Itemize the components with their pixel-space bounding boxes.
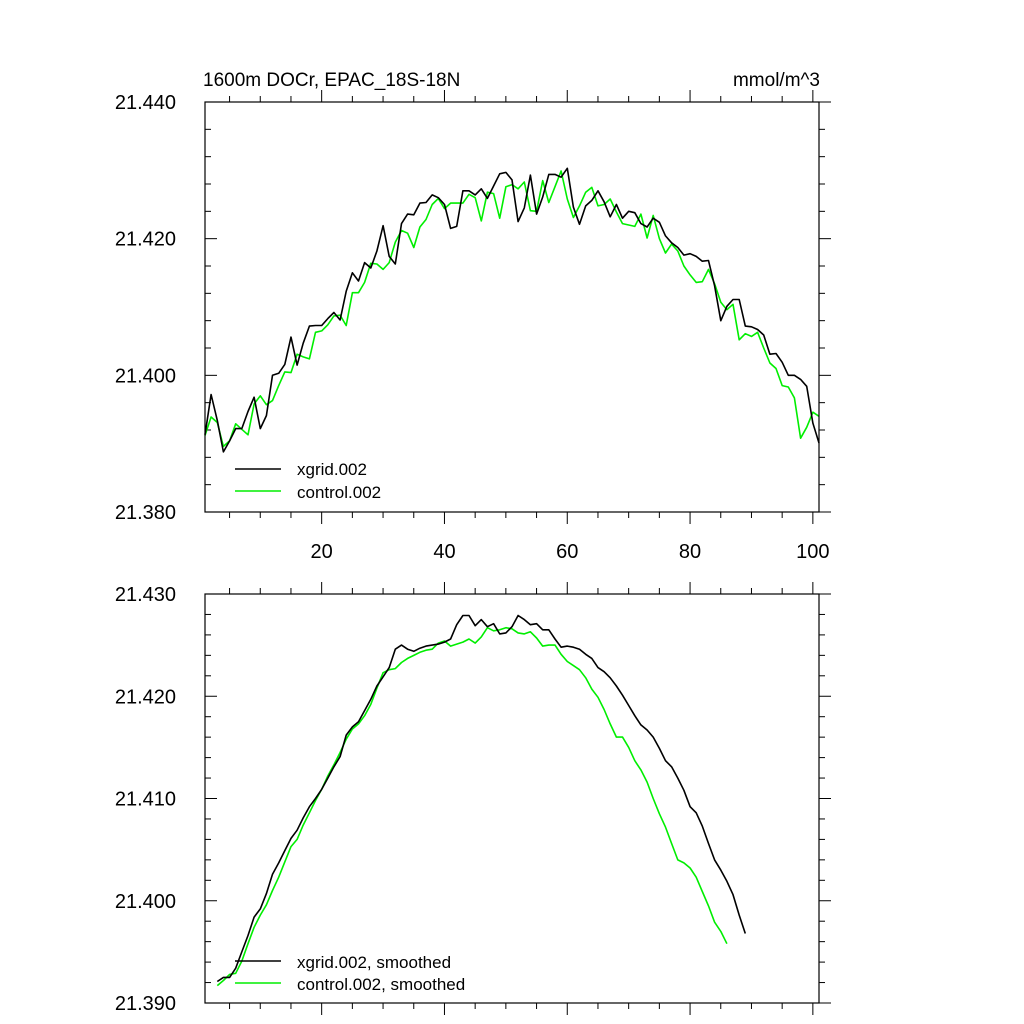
y-tick-label: 21.400 (115, 365, 176, 387)
legend-label-control-smoothed: control.002, smoothed (297, 975, 465, 994)
top-panel-units: mmol/m^3 (733, 70, 820, 91)
legend-label-control: control.002 (297, 483, 381, 502)
bottom-panel-series (216, 614, 747, 987)
x-tick-label: 20 (311, 541, 333, 563)
y-tick-label: 21.400 (115, 891, 176, 913)
legend-label-xgrid: xgrid.002 (297, 460, 367, 479)
bottom-panel-frame (204, 593, 820, 1004)
top-panel-series (204, 167, 820, 453)
top-panel-x-tick-labels: 20 40 60 80 100 (311, 541, 830, 563)
series-line-control-002-smoothed (216, 626, 728, 987)
top-panel-frame (204, 101, 820, 513)
y-tick-label: 21.420 (115, 686, 176, 708)
bottom-panel: 21.390 21.400 21.410 21.420 21.430 xgrid.002… (115, 582, 831, 1015)
x-tick-label: 100 (796, 541, 829, 563)
top-panel-title: 1600m DOCr, EPAC_18S-18N (203, 70, 460, 91)
top-panel-y-tick-labels: 21.380 21.400 21.420 21.440 (115, 92, 176, 524)
top-panel-legend: xgrid.002 control.002 (235, 460, 381, 502)
x-tick-label: 40 (433, 541, 455, 563)
y-tick-label: 21.410 (115, 789, 176, 811)
bottom-panel-legend: xgrid.002, smoothed control.002, smoothe… (235, 953, 465, 994)
x-tick-label: 60 (556, 541, 578, 563)
series-line-xgrid-002-smoothed (216, 614, 747, 983)
legend-label-xgrid-smoothed: xgrid.002, smoothed (297, 953, 451, 972)
y-tick-label: 21.440 (115, 92, 176, 114)
series-line-xgrid-002 (204, 167, 820, 453)
y-tick-label: 21.430 (115, 584, 176, 606)
y-tick-label: 21.420 (115, 229, 176, 251)
bottom-panel-y-tick-labels: 21.390 21.400 21.410 21.420 21.430 (115, 584, 176, 1015)
series-line-control-002 (204, 170, 820, 448)
y-tick-label: 21.380 (115, 502, 176, 524)
y-tick-label: 21.390 (115, 993, 176, 1015)
top-panel: 1600m DOCr, EPAC_18S-18N mmol/m^3 21.380… (115, 70, 831, 563)
top-panel-ticks (205, 90, 831, 524)
x-tick-label: 80 (679, 541, 701, 563)
bottom-panel-ticks (205, 582, 831, 1015)
